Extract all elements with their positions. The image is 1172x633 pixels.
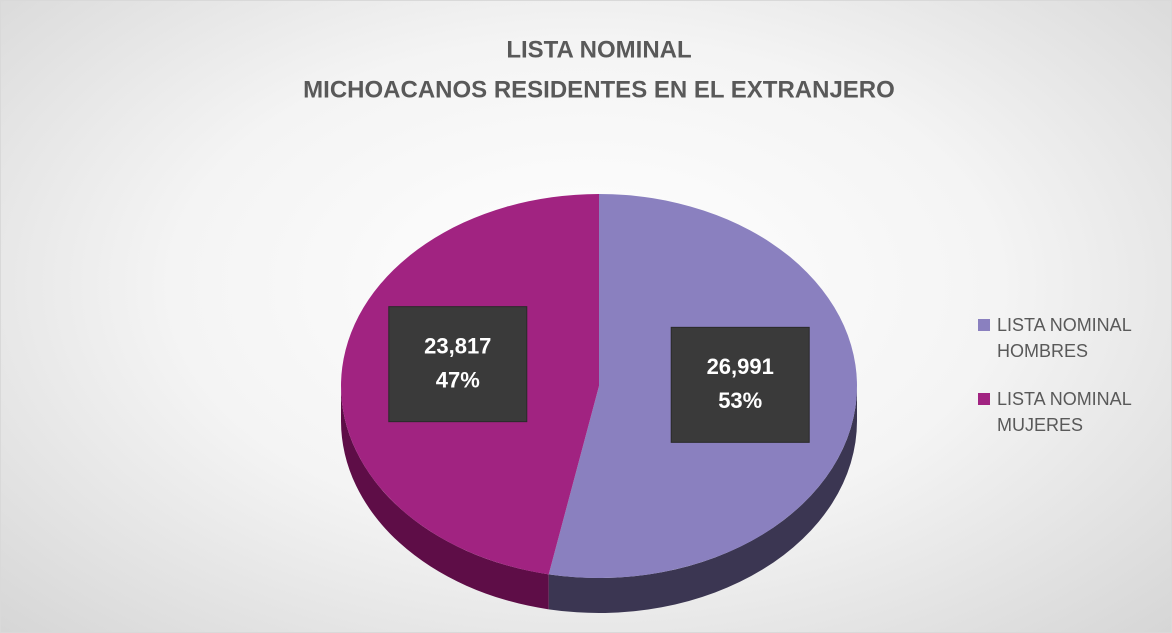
data-label-value: 23,817 [424,333,491,358]
legend-swatch [978,319,990,331]
legend-label: LISTA NOMINAL HOMBRES [997,315,1132,361]
data-label-percent: 53% [718,388,762,413]
legend-swatch [978,393,990,405]
pie-side [341,386,549,610]
legend-item: LISTA NOMINAL MUJERES [978,386,1168,438]
pie-side [548,386,857,613]
data-label: 23,817 47% [388,306,528,423]
legend-label: LISTA NOMINAL MUJERES [997,389,1132,435]
chart-title: LISTA NOMINAL [506,36,691,63]
data-label-percent: 47% [436,367,480,392]
data-label-box [670,326,810,443]
data-label-box [388,306,528,423]
data-label-value: 26,991 [707,354,774,379]
legend-item: LISTA NOMINAL HOMBRES [978,312,1168,364]
data-label: 26,991 53% [670,326,810,443]
chart-subtitle: MICHOACANOS RESIDENTES EN EL EXTRANJERO [303,76,895,103]
